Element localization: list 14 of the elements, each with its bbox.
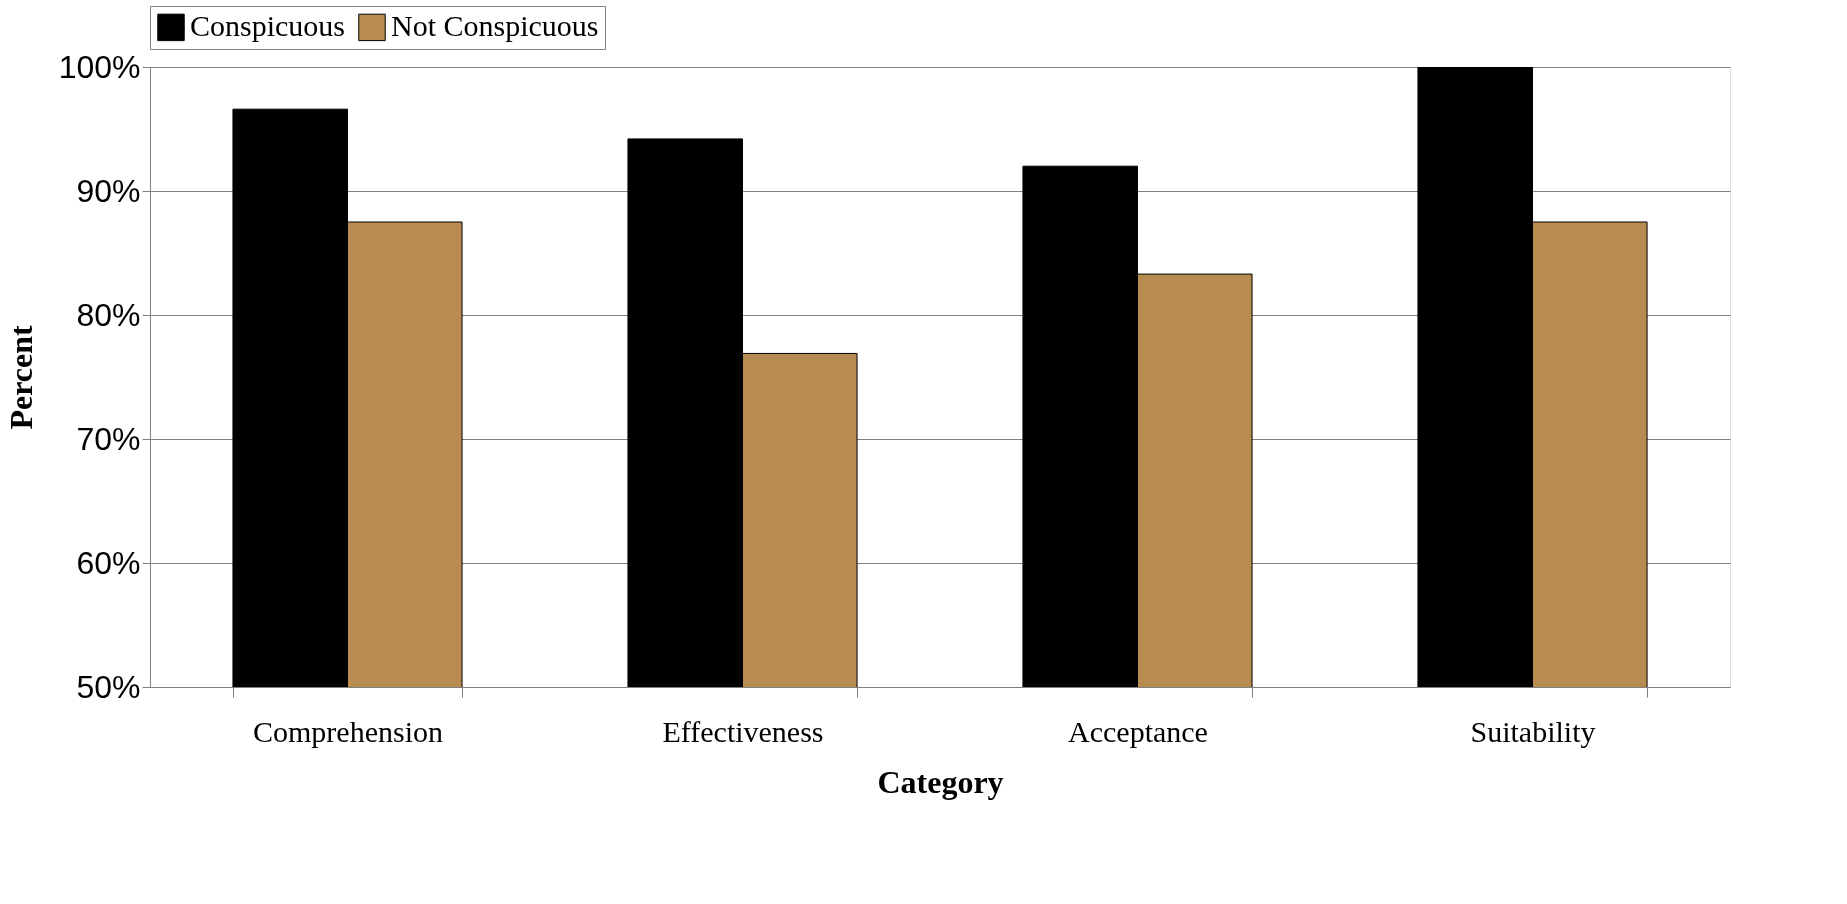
y-tick-label: 90%	[76, 172, 141, 209]
x-tick-label: Comprehension	[253, 714, 443, 748]
y-tick-label: 100%	[58, 48, 141, 85]
y-axis-title: Percent	[2, 325, 39, 430]
y-tick-label: 50%	[76, 668, 141, 705]
legend-label: Conspicuous	[190, 9, 346, 43]
legend-label: Not Conspicuous	[391, 9, 599, 43]
x-tick-label: Acceptance	[1068, 714, 1208, 748]
x-axis-title: Category	[877, 763, 1004, 800]
x-tick-label: Effectiveness	[662, 714, 824, 748]
x-tick-label: Suitability	[1470, 714, 1596, 748]
y-tick-label: 80%	[76, 296, 141, 333]
y-tick-label: 70%	[76, 420, 141, 457]
y-tick-label: 60%	[76, 544, 141, 581]
